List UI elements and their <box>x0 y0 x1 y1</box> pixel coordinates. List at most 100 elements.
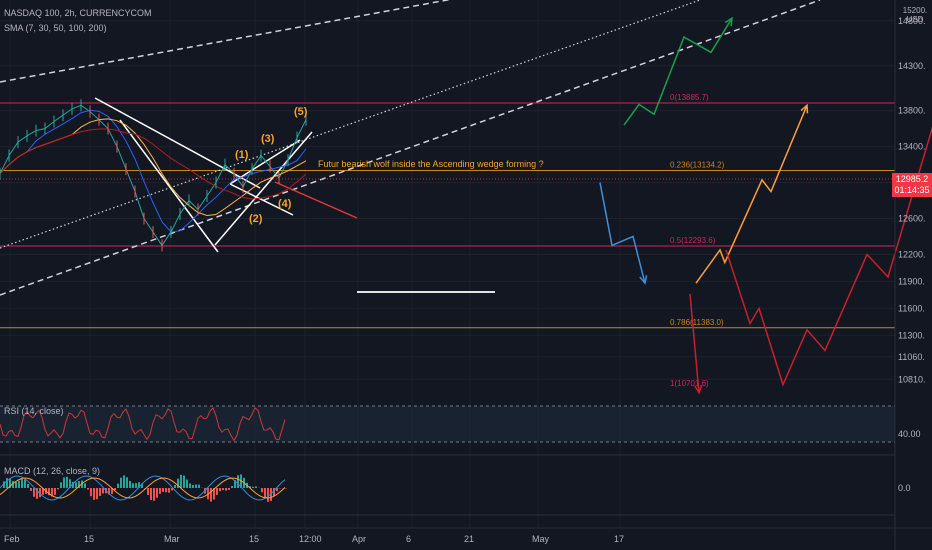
arrowhead-orange <box>800 103 809 114</box>
rsi-pane: 40.00 <box>0 405 921 456</box>
macd-histogram-bar <box>93 488 95 500</box>
macd-histogram-bar <box>102 488 104 494</box>
channel-mid-line <box>0 0 701 249</box>
macd-histogram-bar <box>117 483 119 488</box>
time-tick: May <box>532 534 550 544</box>
macd-histogram-bar <box>18 480 20 488</box>
wave-label: (4) <box>278 198 292 210</box>
wave-label: (5) <box>294 106 308 118</box>
macd-histogram-bar <box>60 482 62 488</box>
price-tick: 10810. <box>898 374 926 384</box>
time-tick: 21 <box>464 534 474 544</box>
macd-histogram-bar <box>126 477 128 488</box>
wolfe-upper-line <box>229 139 301 185</box>
currency-label: 15200. USD <box>900 6 930 24</box>
macd-tick: 0.0 <box>898 483 911 493</box>
path-red_long <box>725 126 932 387</box>
time-tick: Feb <box>4 534 20 544</box>
macd-histogram-bar <box>183 475 185 488</box>
macd-histogram-bar <box>195 484 197 488</box>
macd-histogram-bar <box>192 485 194 488</box>
sma-100-line <box>0 128 307 200</box>
macd-histogram-bar <box>234 480 236 488</box>
macd-pane: 0.0 <box>0 474 911 516</box>
macd-histogram-bar <box>213 488 215 500</box>
macd-histogram-bar <box>15 482 17 488</box>
rsi-line <box>0 406 286 442</box>
price-tick: 14800. <box>898 16 926 26</box>
macd-histogram-bar <box>21 478 23 488</box>
macd-histogram-bar <box>225 488 227 491</box>
rsi-tick: 40.00 <box>898 429 921 439</box>
macd-histogram-bar <box>36 488 38 499</box>
macd-histogram-bar <box>216 488 218 495</box>
macd-histogram-bar <box>48 488 50 496</box>
macd-histogram-bar <box>3 481 5 488</box>
path-blue <box>599 182 646 284</box>
macd-histogram-bar <box>27 483 29 488</box>
trend-lines <box>0 0 895 296</box>
macd-histogram-bar <box>72 481 74 488</box>
symbol-title[interactable]: NASDAQ 100, 2h, CURRENCYCOM <box>4 8 152 18</box>
wolfe-cross-line <box>229 183 294 216</box>
macd-histogram-bar <box>177 478 179 488</box>
grid <box>0 0 895 528</box>
macd-histogram-bar <box>66 476 68 488</box>
macd-histogram-bar <box>270 488 272 501</box>
macd-histogram-bar <box>159 488 161 494</box>
price-tick: 12200. <box>898 249 926 259</box>
macd-histogram-bar <box>147 488 149 496</box>
time-tick: 17 <box>614 534 624 544</box>
macd-histogram-bar <box>90 488 92 497</box>
macd-histogram-bar <box>231 485 233 488</box>
indicator-legend[interactable]: SMA (7, 30, 50, 100, 200) <box>4 23 107 33</box>
arrowhead-green <box>724 16 733 27</box>
wolfe-lower-line <box>214 131 313 246</box>
macd-histogram-bar <box>153 488 155 501</box>
macd-histogram-bar <box>150 488 152 500</box>
macd-histogram-bar <box>123 475 125 488</box>
macd-histogram-bar <box>222 488 224 491</box>
macd-histogram-bar <box>120 477 122 488</box>
wave-label: (2) <box>249 213 263 225</box>
channel-upper-line <box>0 0 452 83</box>
fib-label-0.786: 0.786(11383.0) <box>670 318 724 327</box>
macd-histogram-bar <box>186 479 188 488</box>
macd-histogram-bar <box>114 488 116 491</box>
arrowhead-blue <box>639 275 648 285</box>
macd-histogram-bar <box>132 483 134 488</box>
macd-histogram-bar <box>9 478 11 488</box>
macd-histogram-bar <box>6 478 8 488</box>
macd-histogram-bar <box>255 486 257 488</box>
time-tick: 12:00 <box>299 534 322 544</box>
last-price-tag: 12985.2 01:14:35 <box>892 173 932 197</box>
time-tick: 15 <box>249 534 259 544</box>
macd-histogram-bar <box>210 488 212 502</box>
macd-histogram-bar <box>99 488 101 497</box>
macd-histogram-bar <box>267 488 269 502</box>
macd-histogram-bar <box>237 475 239 488</box>
macd-histogram-bar <box>156 488 158 498</box>
macd-histogram-bar <box>96 488 98 500</box>
time-tick: Apr <box>352 534 366 544</box>
macd-histogram-bar <box>51 488 53 497</box>
macd-histogram-bar <box>264 488 266 499</box>
fib-label-0.5: 0.5(12293.6) <box>670 236 716 245</box>
macd-histogram-bar <box>171 488 173 491</box>
macd-histogram-bar <box>135 483 137 488</box>
macd-histogram-bar <box>30 488 32 491</box>
price-series <box>0 99 307 252</box>
macd-histogram-bar <box>87 488 89 490</box>
price-tick: 11900. <box>898 276 925 286</box>
signal-line <box>0 477 286 499</box>
macd-histogram-bar <box>54 488 56 495</box>
macd-label[interactable]: MACD (12, 26, close, 9) <box>4 466 101 476</box>
fib-label-0.236: 0.236(13134.2) <box>670 161 725 170</box>
macd-histogram-bar <box>57 488 59 490</box>
wave-label: (3) <box>261 133 275 145</box>
macd-histogram-bar <box>198 484 200 488</box>
rsi-label[interactable]: RSI (14, close) <box>4 406 64 416</box>
wave-label: (1) <box>235 149 249 161</box>
macd-histogram-bar <box>39 488 41 498</box>
